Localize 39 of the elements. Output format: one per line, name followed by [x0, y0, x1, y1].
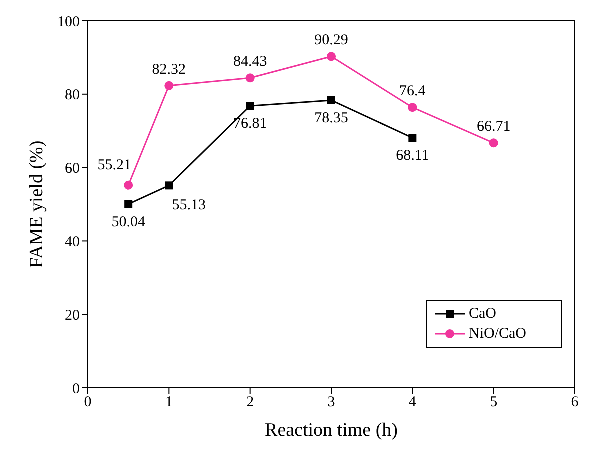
legend-label: NiO/CaO — [469, 326, 526, 342]
data-label: 68.11 — [396, 148, 430, 164]
y-axis-title: FAME yield (%) — [26, 140, 48, 268]
point — [408, 103, 418, 112]
data-label: 84.43 — [233, 54, 268, 70]
y-tick-label: 20 — [65, 308, 80, 324]
data-label: 82.32 — [152, 62, 186, 78]
point — [124, 180, 134, 190]
point — [489, 138, 498, 148]
point — [246, 74, 255, 83]
point — [165, 182, 174, 190]
x-tick-label: 2 — [246, 394, 254, 411]
x-axis-title: Reaction time (h) — [265, 420, 398, 441]
point — [164, 81, 174, 90]
y-tick-label: 100 — [58, 14, 80, 30]
point — [327, 52, 336, 62]
data-label: 55.21 — [98, 157, 132, 174]
x-tick-label: 5 — [490, 394, 498, 411]
data-label: 76.81 — [233, 116, 268, 132]
point — [124, 200, 133, 208]
legend-label: CaO — [469, 306, 496, 322]
x-tick-label: 0 — [84, 394, 92, 411]
data-label: 76.4 — [400, 84, 426, 100]
x-tick-label: 3 — [328, 394, 336, 411]
y-tick-label: 0 — [72, 381, 80, 398]
data-label: 90.29 — [314, 32, 348, 49]
y-tick-label: 80 — [65, 88, 80, 104]
y-tick-label: 60 — [65, 161, 80, 178]
y-tick-label: 40 — [65, 234, 80, 251]
data-label: 78.35 — [314, 110, 348, 126]
x-tick-label: 1 — [165, 394, 173, 411]
point — [408, 134, 417, 142]
point — [246, 102, 254, 110]
point — [328, 96, 336, 104]
x-tick-label: 4 — [408, 394, 417, 411]
data-label: 66.71 — [476, 119, 511, 136]
data-label: 55.13 — [172, 198, 206, 214]
data-label: 50.04 — [112, 214, 146, 230]
x-tick-label: 6 — [571, 394, 580, 411]
